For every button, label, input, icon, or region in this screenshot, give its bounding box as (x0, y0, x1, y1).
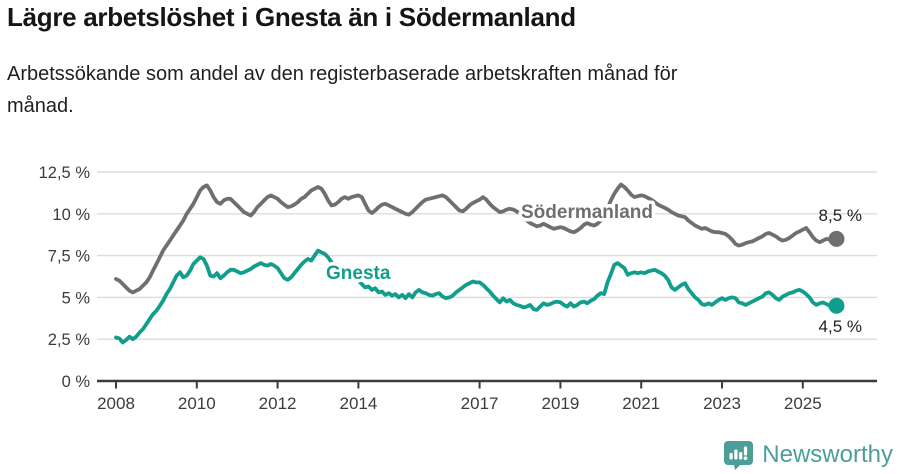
y-tick-label: 7,5 % (48, 248, 91, 266)
series-label-sodermanland: Södermanland (521, 202, 653, 223)
end-value-label-sodermanland: 8,5 % (819, 206, 862, 225)
y-tick-label: 12,5 % (39, 164, 91, 182)
brand-name: Newsworthy (762, 441, 893, 468)
brand-footer: Newsworthy (723, 440, 893, 470)
x-tick-label: 2017 (461, 394, 499, 413)
page-subtitle: Arbetssökande som andel av den registerb… (7, 63, 678, 117)
series-label-gnesta: Gnesta (326, 263, 391, 284)
series-line-sodermanland (114, 182, 839, 295)
series-end-dot-gnesta (828, 297, 845, 314)
x-tick-label: 2021 (622, 394, 660, 413)
end-value-label-gnesta: 4,5 % (819, 317, 862, 336)
y-tick-label: 0 % (62, 373, 91, 391)
x-tick-label: 2023 (703, 394, 741, 413)
x-tick-label: 2014 (339, 394, 377, 413)
newsworthy-logo-icon (724, 441, 754, 470)
x-tick-label: 2012 (259, 394, 297, 413)
x-tick-label: 2010 (178, 394, 216, 413)
series-line-gnesta (114, 248, 839, 345)
page-title: Lägre arbetslöshet i Gnesta än i Söderma… (7, 2, 576, 32)
y-tick-label: 5 % (62, 289, 91, 307)
y-tick-label: 2,5 % (48, 331, 91, 349)
x-tick-label: 2025 (784, 394, 822, 413)
x-tick-label: 2008 (97, 394, 135, 413)
y-tick-label: 10 % (52, 206, 90, 224)
series-end-dot-sodermanland (828, 230, 845, 247)
x-tick-label: 2019 (541, 394, 579, 413)
